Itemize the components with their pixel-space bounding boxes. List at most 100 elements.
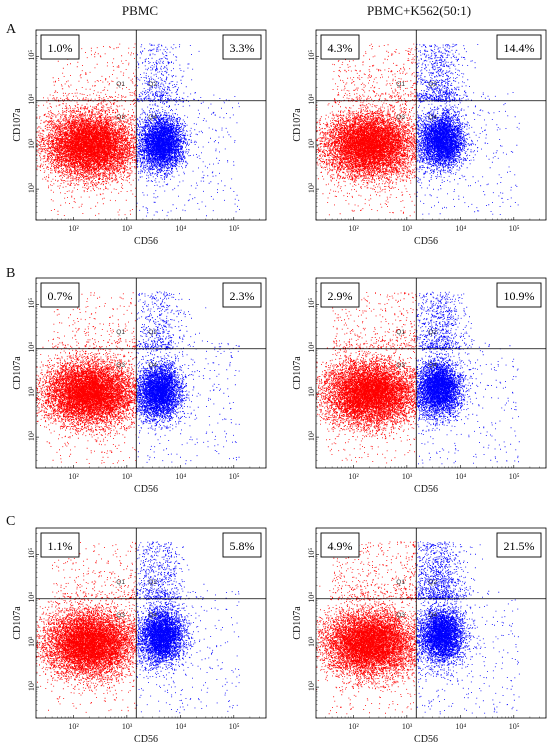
y-tick-label: 10⁵ — [27, 298, 36, 309]
quadrant-label-q1: Q1 — [396, 329, 405, 336]
y-axis-label: CD107a — [292, 108, 303, 142]
x-tick-label: 10⁵ — [509, 722, 520, 731]
quadrant-label-q4: Q4 — [428, 362, 437, 369]
quadrant-label-q3: Q3 — [396, 114, 405, 121]
svg-text:1.1%: 1.1% — [48, 539, 73, 553]
x-tick-label: 10³ — [122, 722, 133, 731]
y-tick-label: 10² — [307, 430, 316, 441]
series-high-cd56-points — [416, 292, 519, 465]
data-points — [4, 542, 240, 714]
y-tick-label: 10⁵ — [27, 548, 36, 559]
x-axis-label: CD56 — [414, 236, 438, 247]
panel-a-pbmc-k562: Q1 Q2 Q3 Q4 10² 10² 10³ 10³ 10⁴ 10⁴ 10⁵ 10⁵ CD56 CD10… — [280, 24, 550, 249]
x-tick-label: 10² — [348, 472, 359, 481]
x-tick-label: 10⁴ — [175, 472, 186, 481]
y-tick-label: 10² — [307, 680, 316, 691]
x-axis-label: CD56 — [134, 236, 158, 247]
x-tick-label: 10⁴ — [455, 472, 466, 481]
svg-text:3.3%: 3.3% — [230, 41, 255, 55]
percent-box-upper-left: 0.7% — [41, 283, 79, 307]
percent-box-upper-right: 3.3% — [223, 35, 261, 59]
series-low-cd56-points — [4, 542, 138, 713]
y-tick-label: 10³ — [307, 138, 316, 149]
x-tick-label: 10⁴ — [455, 224, 466, 233]
quadrant-label-q4: Q4 — [148, 114, 157, 121]
data-points — [7, 43, 240, 216]
svg-text:1.0%: 1.0% — [48, 41, 73, 55]
quadrant-label-q4: Q4 — [148, 612, 157, 619]
y-tick-label: 10² — [27, 680, 36, 691]
y-tick-label: 10³ — [307, 386, 316, 397]
quadrant-label-q2: Q2 — [428, 81, 437, 88]
percent-box-upper-right: 10.9% — [497, 283, 541, 307]
y-tick-label: 10⁵ — [307, 298, 316, 309]
x-tick-label: 10³ — [122, 224, 133, 233]
y-tick-label: 10² — [307, 182, 316, 193]
quadrant-label-q3: Q3 — [396, 362, 405, 369]
y-tick-label: 10³ — [307, 636, 316, 647]
quadrant-label-q4: Q4 — [148, 362, 157, 369]
x-tick-label: 10² — [348, 722, 359, 731]
x-tick-label: 10⁵ — [229, 722, 240, 731]
y-axis-label: CD107a — [12, 606, 23, 640]
quadrant-label-q3: Q3 — [116, 114, 125, 121]
y-axis-label: CD107a — [292, 606, 303, 640]
y-axis-label: CD107a — [12, 356, 23, 390]
y-tick-label: 10⁴ — [27, 94, 36, 105]
x-tick-label: 10³ — [402, 224, 413, 233]
series-low-cd56-points — [284, 541, 418, 714]
x-tick-label: 10³ — [122, 472, 133, 481]
x-tick-label: 10⁵ — [229, 224, 240, 233]
x-tick-label: 10² — [68, 224, 79, 233]
y-tick-label: 10³ — [27, 636, 36, 647]
svg-text:0.7%: 0.7% — [48, 289, 73, 303]
series-high-cd56-points — [136, 44, 240, 217]
quadrant-label-q4: Q4 — [428, 612, 437, 619]
percent-box-upper-right: 2.3% — [223, 283, 261, 307]
data-points — [7, 291, 240, 464]
quadrant-label-q1: Q1 — [396, 579, 405, 586]
y-tick-label: 10⁴ — [307, 342, 316, 353]
quadrant-label-q1: Q1 — [396, 81, 405, 88]
y-tick-label: 10³ — [27, 386, 36, 397]
quadrant-label-q3: Q3 — [116, 362, 125, 369]
y-axis-label: CD107a — [292, 356, 303, 390]
quadrant-label-q2: Q2 — [428, 329, 437, 336]
data-points — [295, 44, 520, 217]
y-tick-label: 10² — [27, 430, 36, 441]
y-tick-label: 10² — [27, 182, 36, 193]
x-axis-label: CD56 — [414, 484, 438, 495]
x-axis-label: CD56 — [134, 734, 158, 745]
percent-box-upper-left: 2.9% — [321, 283, 359, 307]
panel-c-pbmc-k562: Q1 Q2 Q3 Q4 10² 10² 10³ 10³ 10⁴ 10⁴ 10⁵ 10⁵ CD56 CD10… — [280, 522, 550, 747]
x-tick-label: 10² — [68, 722, 79, 731]
y-tick-label: 10⁵ — [307, 548, 316, 559]
quadrant-label-q2: Q2 — [148, 329, 157, 336]
quadrant-label-q2: Q2 — [148, 579, 157, 586]
percent-box-upper-left: 1.0% — [41, 35, 79, 59]
series-high-cd56-points — [416, 44, 519, 215]
panel-a-pbmc: Q1 Q2 Q3 Q4 10² 10² 10³ 10³ 10⁴ 10⁴ 10⁵ 10⁵ CD56 CD10… — [0, 24, 270, 249]
percent-box-upper-right: 21.5% — [497, 533, 541, 557]
panel-b-pbmc: Q1 Q2 Q3 Q4 10² 10² 10³ 10³ 10⁴ 10⁴ 10⁵ 10⁵ CD56 CD10… — [0, 272, 270, 497]
quadrant-label-q2: Q2 — [148, 81, 157, 88]
percent-box-upper-left: 1.1% — [41, 533, 79, 557]
series-high-cd56-points — [416, 541, 520, 714]
quadrant-label-q3: Q3 — [116, 612, 125, 619]
x-tick-label: 10⁴ — [175, 224, 186, 233]
x-tick-label: 10⁴ — [175, 722, 186, 731]
svg-text:4.3%: 4.3% — [328, 41, 353, 55]
quadrant-label-q1: Q1 — [116, 579, 125, 586]
svg-text:4.9%: 4.9% — [328, 539, 353, 553]
percent-box-upper-right: 5.8% — [223, 533, 261, 557]
x-axis-label: CD56 — [134, 484, 158, 495]
x-axis-label: CD56 — [414, 734, 438, 745]
x-tick-label: 10³ — [402, 472, 413, 481]
quadrant-label-q4: Q4 — [428, 114, 437, 121]
x-tick-label: 10² — [68, 472, 79, 481]
quadrant-label-q1: Q1 — [116, 81, 125, 88]
column-title-pbmc: PBMC — [40, 3, 240, 19]
